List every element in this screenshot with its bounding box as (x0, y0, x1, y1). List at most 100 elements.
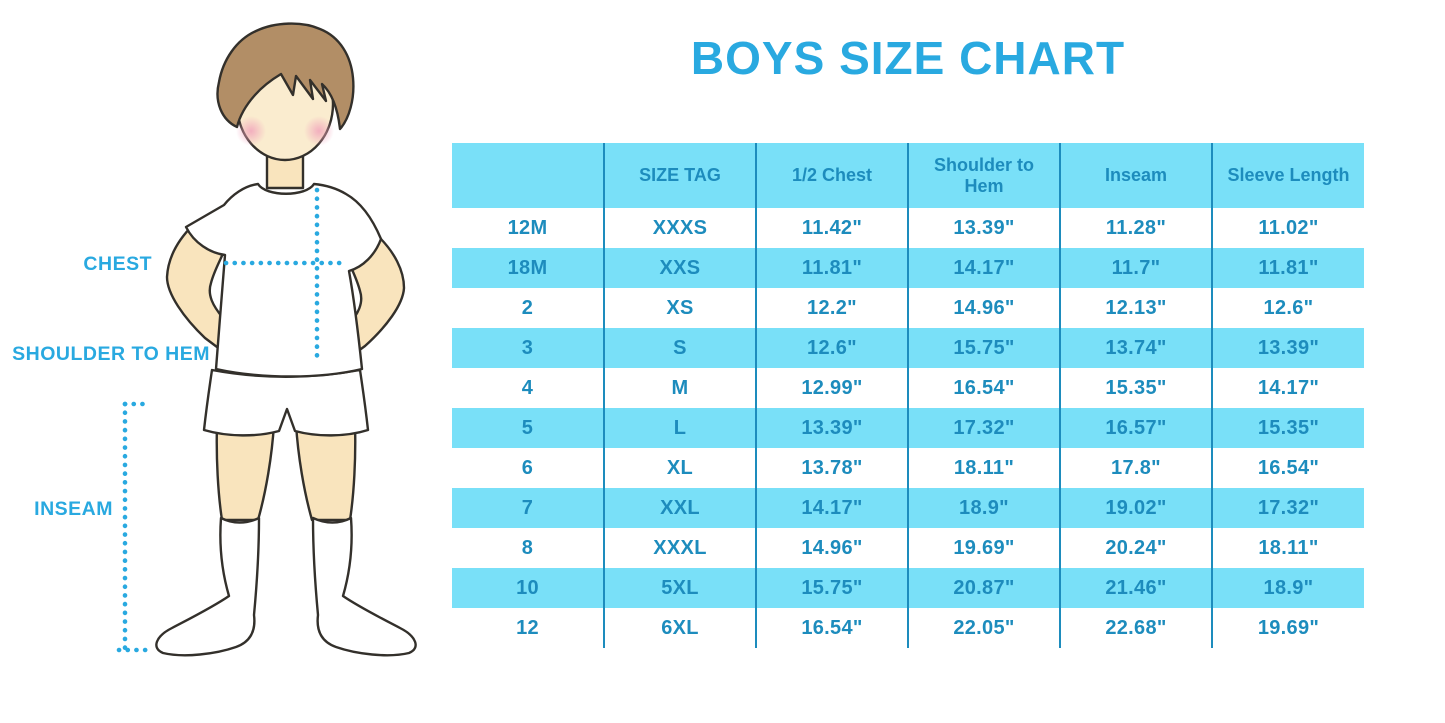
boy-hair (216, 22, 355, 131)
shoulder-to-hem-cell: 17.32" (907, 408, 1060, 448)
table-row: 8 XXXL 14.96" 19.69" 20.24" 18.11" (452, 528, 1364, 568)
size-tag-cell: 5XL (603, 568, 756, 608)
table-row: 12 6XL 16.54" 22.05" 22.68" 19.69" (452, 608, 1364, 648)
half-chest-cell: 13.39" (755, 408, 908, 448)
shoulder-to-hem-cell: 22.05" (907, 608, 1060, 648)
sleeve-length-cell: 17.32" (1211, 488, 1364, 528)
age-size-cell: 12 (516, 616, 539, 639)
half-chest-cell: 12.6" (755, 328, 908, 368)
half-chest-cell: 11.42" (755, 208, 908, 248)
sleeve-length-cell: 19.69" (1211, 608, 1364, 648)
size-table: SIZE TAG 1/2 Chest Shoulder to Hem Insea… (452, 143, 1364, 648)
sleeve-length-cell: 16.54" (1211, 448, 1364, 488)
age-size-cell: 4 (521, 376, 534, 399)
age-size-cell: 2 (521, 296, 534, 319)
inseam-cell: 20.24" (1059, 528, 1212, 568)
shoulder-to-hem-cell: 14.17" (907, 248, 1060, 288)
sleeve-length-cell: 11.02" (1211, 208, 1364, 248)
size-tag-cell: M (603, 368, 756, 408)
boy-measurement-illustration: CHEST SHOULDER TO HEM INSEAM (12, 22, 417, 657)
age-size-cell: 6 (521, 456, 534, 479)
shoulder-to-hem-cell: 15.75" (907, 328, 1060, 368)
boy-left-leg (215, 422, 276, 522)
boy-right-leg (294, 422, 357, 522)
table-row: 10 5XL 15.75" 20.87" 21.46" 18.9" (452, 568, 1364, 608)
col-header-sleeve-length: Sleeve Length (1211, 143, 1364, 208)
half-chest-cell: 14.96" (755, 528, 908, 568)
inseam-cell: 19.02" (1059, 488, 1212, 528)
size-table-body: 12M XXXS 11.42" 13.39" 11.28" 11.02" 18M XXS 11.… (452, 208, 1364, 648)
inseam-cell: 17.8" (1059, 448, 1212, 488)
inseam-cell: 22.68" (1059, 608, 1212, 648)
col-header-inseam: Inseam (1059, 143, 1212, 208)
inseam-cell: 11.28" (1059, 208, 1212, 248)
half-chest-cell: 16.54" (755, 608, 908, 648)
size-tag-cell: 6XL (603, 608, 756, 648)
age-size-cell: 5 (521, 416, 534, 439)
half-chest-cell: 11.81" (755, 248, 908, 288)
half-chest-cell: 12.99" (755, 368, 908, 408)
boy-tshirt (184, 182, 383, 378)
size-tag-cell: XS (603, 288, 756, 328)
size-tag-cell: XXL (603, 488, 756, 528)
boy-right-sock (311, 516, 417, 657)
shoulder-to-hem-cell: 16.54" (907, 368, 1060, 408)
size-tag-cell: L (603, 408, 756, 448)
table-row: 5 L 13.39" 17.32" 16.57" 15.35" (452, 408, 1364, 448)
boy-cheek-right (304, 116, 334, 146)
table-row: 7 XXL 14.17" 18.9" 19.02" 17.32" (452, 488, 1364, 528)
page-title: BOYS SIZE CHART (690, 32, 1126, 84)
col-header-half-chest: 1/2 Chest (755, 143, 908, 208)
sleeve-length-cell: 15.35" (1211, 408, 1364, 448)
sleeve-length-cell: 14.17" (1211, 368, 1364, 408)
sleeve-length-cell: 11.81" (1211, 248, 1364, 288)
inseam-label: INSEAM (34, 498, 113, 520)
col-header-size-tag: SIZE TAG (603, 143, 756, 208)
shoulder-to-hem-label: SHOULDER TO HEM (12, 343, 210, 365)
size-tag-cell: XL (603, 448, 756, 488)
inseam-cell: 15.35" (1059, 368, 1212, 408)
inseam-cell: 13.74" (1059, 328, 1212, 368)
inseam-cell: 12.13" (1059, 288, 1212, 328)
table-row: 12M XXXS 11.42" 13.39" 11.28" 11.02" (452, 208, 1364, 248)
shoulder-to-hem-cell: 13.39" (907, 208, 1060, 248)
shoulder-to-hem-cell: 18.11" (907, 448, 1060, 488)
shoulder-to-hem-cell: 20.87" (907, 568, 1060, 608)
boy-cheek-left (236, 116, 266, 146)
age-size-cell: 8 (521, 536, 534, 559)
shoulder-to-hem-cell: 14.96" (907, 288, 1060, 328)
col-header-blank (452, 143, 604, 208)
size-tag-cell: XXXL (603, 528, 756, 568)
chest-label: CHEST (83, 253, 152, 275)
table-row: 3 S 12.6" 15.75" 13.74" 13.39" (452, 328, 1364, 368)
sleeve-length-cell: 18.9" (1211, 568, 1364, 608)
age-size-cell: 18M (507, 256, 548, 279)
inseam-cell: 21.46" (1059, 568, 1212, 608)
col-header-shoulder-to-hem: Shoulder to Hem (907, 143, 1060, 208)
table-row: 4 M 12.99" 16.54" 15.35" 14.17" (452, 368, 1364, 408)
age-size-cell: 7 (521, 496, 534, 519)
table-row: 18M XXS 11.81" 14.17" 11.7" 11.81" (452, 248, 1364, 288)
size-table-header: SIZE TAG 1/2 Chest Shoulder to Hem Insea… (452, 143, 1364, 208)
age-size-cell: 12M (507, 216, 548, 239)
age-size-cell: 3 (521, 336, 534, 359)
boy-shorts (202, 368, 370, 437)
header-row: SIZE TAG 1/2 Chest Shoulder to Hem Insea… (452, 143, 1364, 208)
sleeve-length-cell: 18.11" (1211, 528, 1364, 568)
inseam-cell: 11.7" (1059, 248, 1212, 288)
half-chest-cell: 15.75" (755, 568, 908, 608)
age-size-cell: 10 (516, 576, 539, 599)
table-row: 2 XS 12.2" 14.96" 12.13" 12.6" (452, 288, 1364, 328)
inseam-cell: 16.57" (1059, 408, 1212, 448)
sleeve-length-cell: 12.6" (1211, 288, 1364, 328)
boy-left-sock (155, 516, 261, 657)
shoulder-to-hem-cell: 19.69" (907, 528, 1060, 568)
table-row: 6 XL 13.78" 18.11" 17.8" 16.54" (452, 448, 1364, 488)
half-chest-cell: 14.17" (755, 488, 908, 528)
half-chest-cell: 13.78" (755, 448, 908, 488)
sleeve-length-cell: 13.39" (1211, 328, 1364, 368)
size-tag-cell: S (603, 328, 756, 368)
half-chest-cell: 12.2" (755, 288, 908, 328)
size-tag-cell: XXXS (603, 208, 756, 248)
